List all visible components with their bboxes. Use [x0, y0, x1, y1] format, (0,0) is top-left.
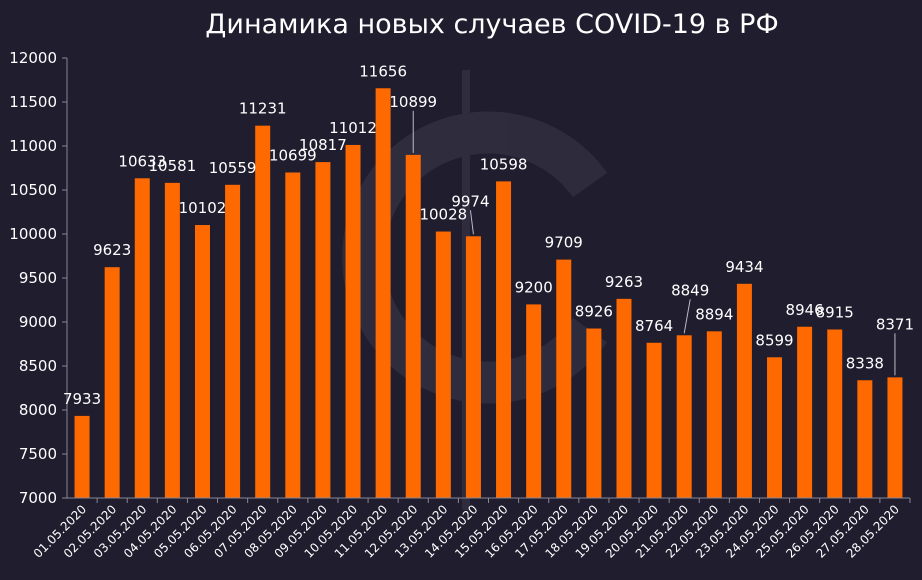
- bar-09.05.2020: [315, 162, 331, 498]
- bar-24.05.2020: [767, 357, 783, 498]
- data-label: 11656: [359, 62, 407, 80]
- bar-10.05.2020: [345, 144, 361, 498]
- y-tick-label: 12000: [9, 49, 57, 67]
- bar-25.05.2020: [797, 326, 813, 498]
- data-label: 10102: [179, 199, 227, 217]
- y-axis: 7000 7500 8000 8500 9000 9500 10000 10500 11000 1…: [9, 49, 68, 507]
- data-label: 8946: [786, 301, 824, 319]
- data-label: 11231: [239, 100, 287, 118]
- data-label: 10817: [299, 136, 347, 154]
- bars-group: [74, 88, 903, 499]
- bar-18.05.2020: [586, 328, 602, 498]
- bar-02.05.2020: [104, 267, 120, 498]
- data-label: 11012: [329, 119, 377, 137]
- y-tick-label: 7000: [19, 489, 57, 507]
- bar-20.05.2020: [646, 342, 662, 498]
- data-label: 10581: [149, 157, 197, 175]
- y-tick-label: 10000: [9, 225, 57, 243]
- bar-26.05.2020: [827, 329, 843, 498]
- y-tick-label: 9500: [19, 269, 57, 287]
- bar-13.05.2020: [435, 231, 451, 498]
- data-label: 10899: [389, 93, 437, 111]
- bar-23.05.2020: [736, 283, 752, 498]
- data-label: 9709: [545, 234, 583, 252]
- data-label: 8894: [695, 305, 733, 323]
- bar-21.05.2020: [676, 335, 692, 498]
- y-tick-label: 8000: [19, 401, 57, 419]
- bar-04.05.2020: [164, 182, 180, 498]
- y-tick-label: 8500: [19, 357, 57, 375]
- bar-06.05.2020: [225, 184, 241, 499]
- bar-28.05.2020: [887, 377, 903, 498]
- y-tick-label: 11000: [9, 137, 57, 155]
- bar-12.05.2020: [405, 154, 421, 498]
- bar-11.05.2020: [375, 88, 391, 498]
- y-tick-label: 9000: [19, 313, 57, 331]
- data-label: 9623: [93, 241, 131, 259]
- bar-15.05.2020: [496, 181, 512, 498]
- bar-22.05.2020: [706, 331, 722, 498]
- data-label: 9974: [451, 192, 489, 210]
- x-axis: 01.05.202002.05.202003.05.202004.05.2020…: [31, 497, 911, 561]
- bar-14.05.2020: [465, 236, 481, 498]
- y-tick-label: 10500: [9, 181, 57, 199]
- bar-27.05.2020: [857, 380, 873, 498]
- chart-title: Динамика новых случаев COVID-19 в РФ: [205, 9, 778, 40]
- data-label: 10699: [269, 146, 317, 164]
- bar-17.05.2020: [556, 259, 572, 498]
- data-label: 7933: [63, 390, 101, 408]
- data-label: 9434: [725, 258, 763, 276]
- bar-05.05.2020: [194, 225, 210, 499]
- data-label: 9263: [605, 273, 643, 291]
- data-label: 8371: [876, 315, 914, 333]
- bar-16.05.2020: [526, 304, 542, 498]
- data-label: 10633: [118, 152, 166, 170]
- data-label: 8926: [575, 303, 613, 321]
- data-label-leader: [469, 210, 474, 235]
- bar-01.05.2020: [74, 415, 90, 498]
- data-label: 9200: [515, 278, 553, 296]
- data-label: 8599: [755, 331, 793, 349]
- data-label: 8849: [671, 281, 709, 299]
- data-label: 10559: [209, 159, 257, 177]
- bar-08.05.2020: [285, 172, 301, 498]
- data-label-leader: [683, 299, 691, 334]
- bar-03.05.2020: [134, 178, 150, 498]
- bar-19.05.2020: [616, 298, 632, 498]
- data-labels-group: 7933962310633105811010210559112311069910…: [63, 62, 914, 408]
- bar-07.05.2020: [255, 125, 271, 498]
- data-label: 8338: [846, 354, 884, 372]
- data-label: 8915: [816, 303, 854, 321]
- data-label: 10598: [480, 155, 528, 173]
- y-tick-label: 7500: [19, 445, 57, 463]
- data-label: 10028: [419, 206, 467, 224]
- data-label: 8764: [635, 317, 673, 335]
- y-tick-label: 11500: [9, 93, 57, 111]
